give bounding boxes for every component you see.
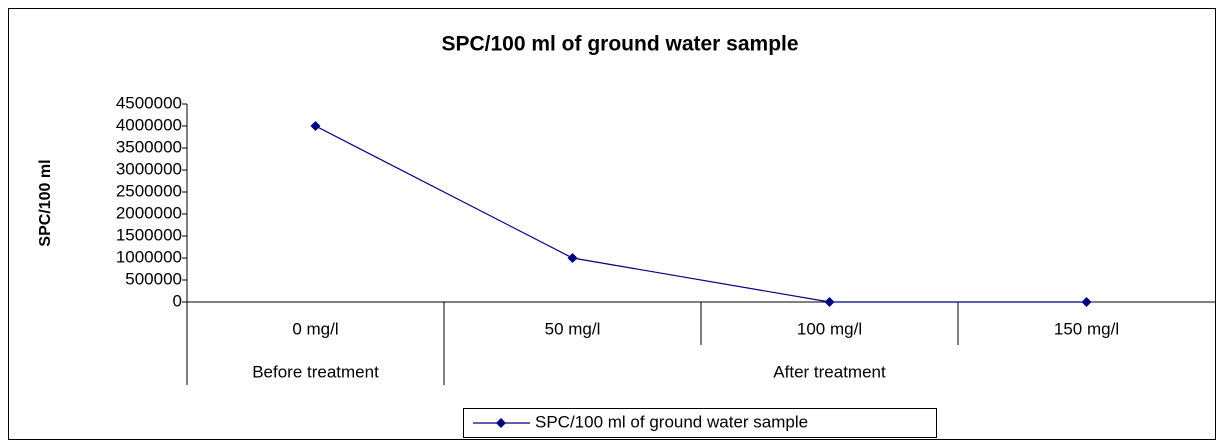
x-tick-label: 150 mg/l	[1054, 319, 1119, 338]
chart-title: SPC/100 ml of ground water sample	[441, 33, 798, 56]
chart-border	[8, 8, 1216, 440]
group-label: After treatment	[773, 362, 886, 381]
y-tick-label: 1500000	[116, 225, 182, 244]
legend-label: SPC/100 ml of ground water sample	[535, 412, 808, 431]
y-tick-label: 0	[173, 291, 182, 310]
series-line	[315, 125, 1087, 303]
data-point	[824, 297, 835, 307]
data-point	[567, 253, 578, 263]
x-tick-label: 50 mg/l	[545, 319, 601, 338]
y-tick-label: 4500000	[116, 93, 182, 112]
group-label: Before treatment	[252, 362, 379, 381]
y-tick-label: 2500000	[116, 181, 182, 200]
y-tick-label: 3000000	[116, 159, 182, 178]
legend-marker	[496, 418, 506, 428]
data-point	[310, 121, 321, 131]
y-tick-label: 1000000	[116, 247, 182, 266]
y-tick-label: 4000000	[116, 115, 182, 134]
y-tick-label: 3500000	[116, 137, 182, 156]
x-tick-label: 0 mg/l	[292, 319, 338, 338]
data-point	[1081, 297, 1092, 307]
x-tick-label: 100 mg/l	[797, 319, 862, 338]
y-tick-label: 2000000	[116, 203, 182, 222]
y-axis-label: SPC/100 ml	[37, 159, 54, 246]
y-tick-label: 500000	[125, 269, 182, 288]
legend-box	[463, 408, 937, 438]
